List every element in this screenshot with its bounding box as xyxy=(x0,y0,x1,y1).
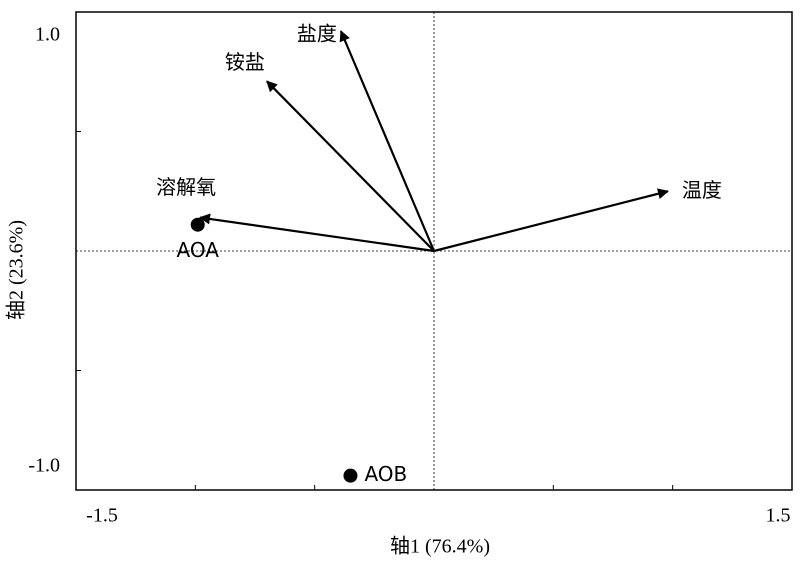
arrow xyxy=(433,188,669,253)
arrow xyxy=(266,80,435,252)
arrow-label: 盐度 xyxy=(297,22,337,46)
point-label: AOA xyxy=(177,238,220,262)
x-tick-label: -1.5 xyxy=(86,505,118,527)
point-label: AOB xyxy=(364,462,407,486)
y-tick-label: -1.0 xyxy=(28,455,60,477)
x-axis-title: 轴1 (76.4%) xyxy=(390,535,490,558)
y-tick-label: 1.0 xyxy=(35,24,60,46)
arrow xyxy=(339,30,436,252)
y-axis-title: 轴2 (23.6%) xyxy=(5,220,28,320)
point xyxy=(190,217,205,232)
arrow-label: 铵盐 xyxy=(225,50,265,74)
arrow xyxy=(199,213,435,253)
arrow-label: 溶解氧 xyxy=(156,175,216,199)
arrow-label: 温度 xyxy=(682,178,722,202)
x-tick-label: 1.5 xyxy=(766,505,791,527)
point xyxy=(343,468,358,483)
